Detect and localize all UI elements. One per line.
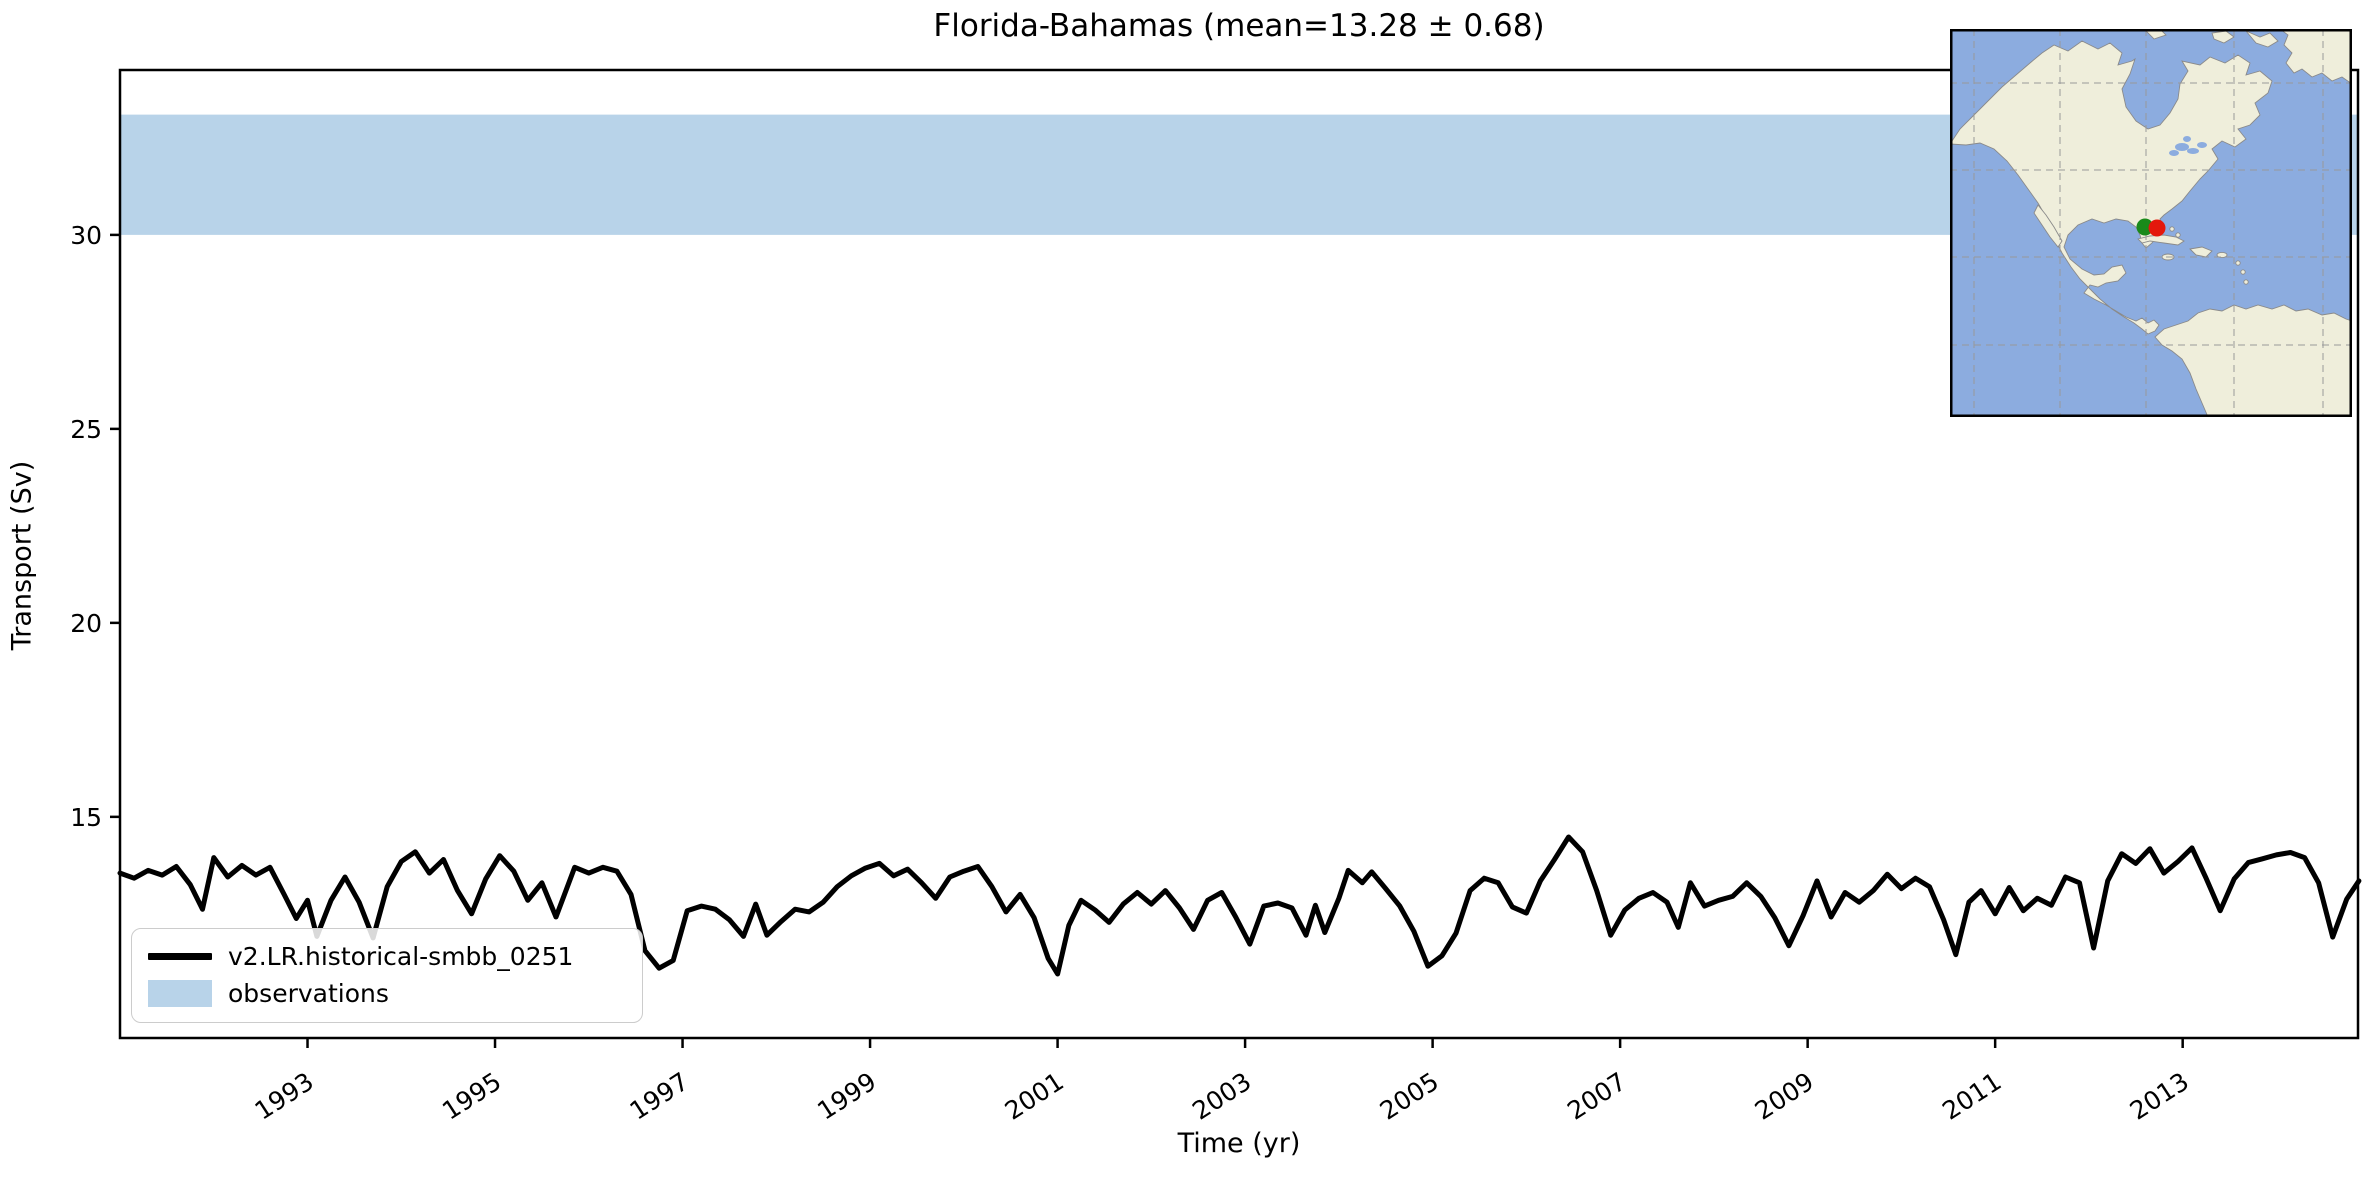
great-lake: [2197, 142, 2207, 148]
x-tick-label: 1999: [812, 1067, 881, 1126]
x-tick-label: 2005: [1375, 1067, 1444, 1126]
y-tick-label: 15: [70, 803, 102, 832]
legend: v2.LR.historical-smbb_0251 observations: [131, 928, 643, 1023]
great-lake: [2169, 150, 2179, 156]
puerto-rico: [2216, 251, 2228, 259]
x-tick-label: 2001: [1000, 1067, 1069, 1126]
antilles-island: [2243, 279, 2249, 285]
inset-map: [1950, 29, 2352, 417]
map-graticule: [1950, 29, 2352, 417]
south-america-landmass: [2154, 304, 2352, 417]
observations-patch-swatch: [148, 980, 212, 1007]
model-series-line: [117, 834, 2362, 977]
map-border: [1950, 29, 2352, 417]
y-axis-label: Transport (Sv): [6, 460, 38, 651]
hispaniola: [2189, 246, 2213, 258]
x-tick-label: 2007: [1562, 1067, 1631, 1126]
legend-entry-observations: observations: [148, 980, 626, 1007]
model-line-swatch: [148, 953, 212, 960]
legend-label-model: v2.LR.historical-smbb_0251: [228, 942, 574, 971]
y-tick-label: 20: [70, 609, 102, 638]
arctic-island: [2245, 30, 2279, 48]
x-tick-label: 2009: [1750, 1067, 1819, 1126]
great-lake: [2187, 148, 2199, 154]
x-tick-label: 2003: [1187, 1067, 1256, 1126]
legend-label-observations: observations: [228, 979, 389, 1008]
great-lake: [2183, 136, 2191, 142]
obs-location-marker: [2148, 219, 2166, 237]
antilles-island: [2235, 260, 2241, 266]
x-tick-label: 1995: [437, 1067, 506, 1126]
x-tick-label: 1993: [250, 1067, 319, 1126]
x-tick-label: 2011: [1937, 1067, 2006, 1126]
legend-entry-model: v2.LR.historical-smbb_0251: [148, 944, 626, 969]
x-tick-label: 1997: [625, 1067, 694, 1126]
bahamas-island: [2169, 226, 2175, 232]
antilles-island: [2240, 269, 2246, 275]
great-lake: [2175, 143, 2189, 151]
y-tick-label: 30: [70, 221, 102, 250]
x-axis-label: Time (yr): [1177, 1128, 1301, 1159]
bahamas-island: [2175, 232, 2181, 238]
baja-peninsula: [2033, 204, 2063, 248]
y-tick-label: 25: [70, 415, 102, 444]
plot-frame: [118, 68, 2360, 1040]
chart-title: Florida-Bahamas (mean=13.28 ± 0.68): [933, 8, 1545, 44]
x-tick-label: 2013: [2125, 1067, 2194, 1126]
